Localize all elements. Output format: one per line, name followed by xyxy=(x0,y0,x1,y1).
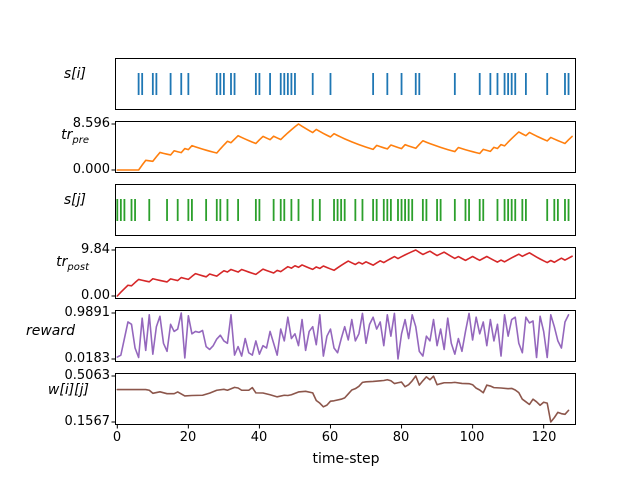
ytick-weight-max: 0.5063 xyxy=(64,368,111,383)
xtick-label-0: 0 xyxy=(112,430,122,445)
ylabel-reward: reward xyxy=(26,321,75,341)
ytick-tr-pre-max: 8.596 xyxy=(72,116,110,131)
ylabel-s-i: s[i] xyxy=(64,64,86,84)
xtick-label-20: 20 xyxy=(179,430,197,445)
ylabel-tr-pre: trpre xyxy=(61,125,89,151)
ytick-reward-max: 0.9891 xyxy=(64,305,111,320)
ylabel-s-i-text: s[i] xyxy=(63,66,86,82)
xtick-label-40: 40 xyxy=(250,430,268,445)
panel-weight xyxy=(115,373,576,425)
ylabel-tr-post-sub: post xyxy=(67,261,89,273)
x-axis-label: time-step xyxy=(312,451,380,467)
ylabel-weight: w[i][j] xyxy=(48,380,89,400)
ytick-tr-post-max: 9.84 xyxy=(81,242,110,257)
panel-spikes-s-j xyxy=(115,184,576,236)
panel-reward xyxy=(115,310,576,362)
xtick-label-80: 80 xyxy=(392,430,410,445)
panel-spikes-s-i xyxy=(115,58,576,110)
ylabel-weight-text: w[i][j] xyxy=(47,382,89,398)
ytick-reward-min: 0.0183 xyxy=(64,351,111,366)
ytick-tr-post-min: 0.00 xyxy=(81,288,110,303)
ylabel-reward-text: reward xyxy=(25,323,75,339)
ylabel-tr-pre-text: tr xyxy=(61,127,73,143)
panel-trace-pre xyxy=(115,121,576,173)
ylabel-tr-pre-sub: pre xyxy=(72,134,89,146)
xtick-label-100: 100 xyxy=(459,430,485,445)
panel-trace-post xyxy=(115,247,576,299)
ytick-tr-pre-min: 0.000 xyxy=(72,162,110,177)
ylabel-s-j-text: s[j] xyxy=(63,192,86,208)
xtick-label-120: 120 xyxy=(531,430,557,445)
ylabel-tr-post-text: tr xyxy=(56,254,68,270)
ylabel-s-j: s[j] xyxy=(64,190,86,210)
xtick-label-60: 60 xyxy=(321,430,339,445)
ytick-weight-min: 0.1567 xyxy=(64,414,111,429)
ylabel-tr-post: trpost xyxy=(56,252,89,278)
